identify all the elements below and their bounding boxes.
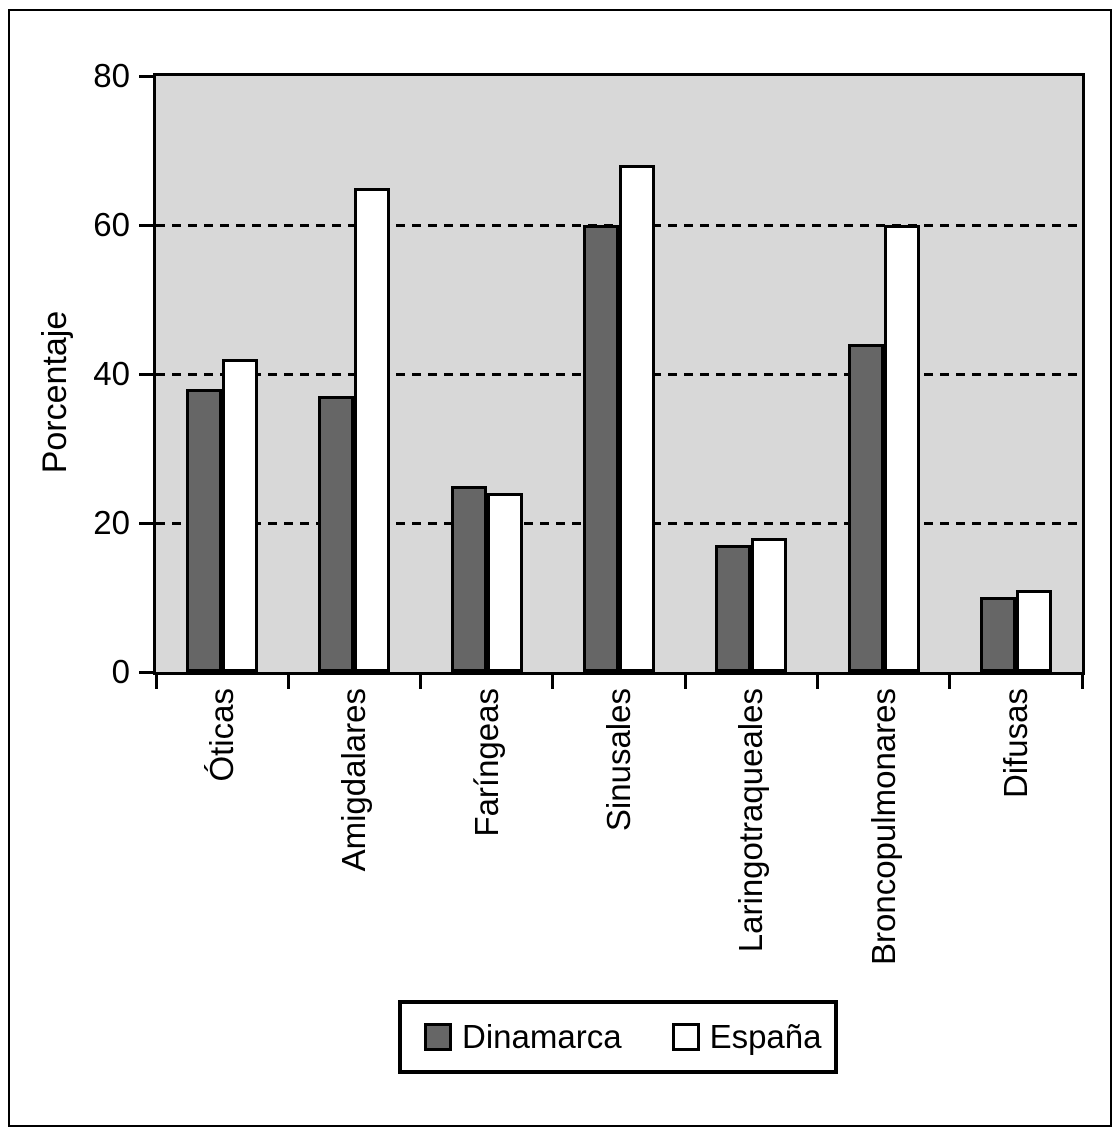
- legend-swatch-dinamarca: [424, 1023, 452, 1051]
- bar-espana: [222, 359, 259, 672]
- x-tick-7: [1080, 675, 1084, 689]
- y-tick-label-80: 80: [93, 57, 130, 94]
- bar-espana: [486, 493, 523, 672]
- legend-swatch-espana: [671, 1023, 700, 1051]
- x-axis-label-6: Broncopulmonares: [864, 688, 902, 965]
- bar-group-3: [421, 76, 553, 672]
- x-tick-2: [419, 675, 423, 689]
- bar-espana: [618, 165, 655, 672]
- y-tick-label-20: 20: [93, 504, 130, 541]
- x-tick-1: [286, 675, 290, 689]
- bar-group-5: [685, 76, 817, 672]
- x-tick-6: [948, 675, 952, 689]
- x-tick-0: [154, 675, 158, 689]
- figure-frame: Porcentaje 0 20 40 60 80 Óticas Amigdalares Fa…: [8, 9, 1112, 1127]
- bar-espana: [1015, 590, 1052, 672]
- y-tick-0: [139, 670, 154, 674]
- plot-area: [153, 73, 1085, 675]
- bar-espana: [751, 538, 788, 672]
- x-axis-label-5: Laringotraqueales: [732, 688, 770, 953]
- x-axis-label-1: Óticas: [203, 688, 241, 782]
- bar-group-4: [553, 76, 685, 672]
- y-tick-label-60: 60: [93, 206, 130, 243]
- x-axis-label-4: Sinusales: [600, 688, 637, 832]
- bar-group-2: [288, 76, 420, 672]
- legend: Dinamarca España: [398, 1000, 838, 1074]
- x-axis-label-2: Amigdalares: [335, 688, 373, 872]
- x-tick-5: [815, 675, 819, 689]
- bar-espana: [354, 188, 391, 672]
- bar-group-1: [156, 76, 288, 672]
- y-tick-60: [139, 223, 154, 227]
- bar-dinamarca: [318, 396, 355, 672]
- bar-dinamarca: [450, 486, 487, 672]
- y-axis-title: Porcentaje: [36, 310, 74, 474]
- y-tick-80: [139, 74, 154, 78]
- legend-item-espana: España: [671, 1018, 822, 1055]
- bar-dinamarca: [979, 597, 1016, 672]
- y-tick-20: [139, 521, 154, 525]
- x-tick-4: [683, 675, 687, 689]
- bar-espana: [883, 225, 920, 672]
- legend-label-dinamarca: Dinamarca: [462, 1018, 622, 1055]
- y-tick-40: [139, 372, 154, 376]
- bar-dinamarca: [186, 389, 223, 672]
- legend-label-espana: España: [709, 1018, 822, 1055]
- y-tick-label-0: 0: [111, 653, 130, 690]
- x-axis-label-7: Difusas: [996, 688, 1034, 799]
- legend-item-dinamarca: Dinamarca: [424, 1020, 622, 1054]
- bar-dinamarca: [847, 344, 884, 672]
- y-tick-label-40: 40: [93, 355, 130, 392]
- x-tick-3: [551, 675, 555, 689]
- bar-dinamarca: [582, 225, 619, 672]
- bar-group-7: [950, 76, 1082, 672]
- bar-dinamarca: [715, 545, 752, 672]
- bar-group-6: [817, 76, 949, 672]
- x-axis-label-3: Faríngeas: [467, 688, 505, 837]
